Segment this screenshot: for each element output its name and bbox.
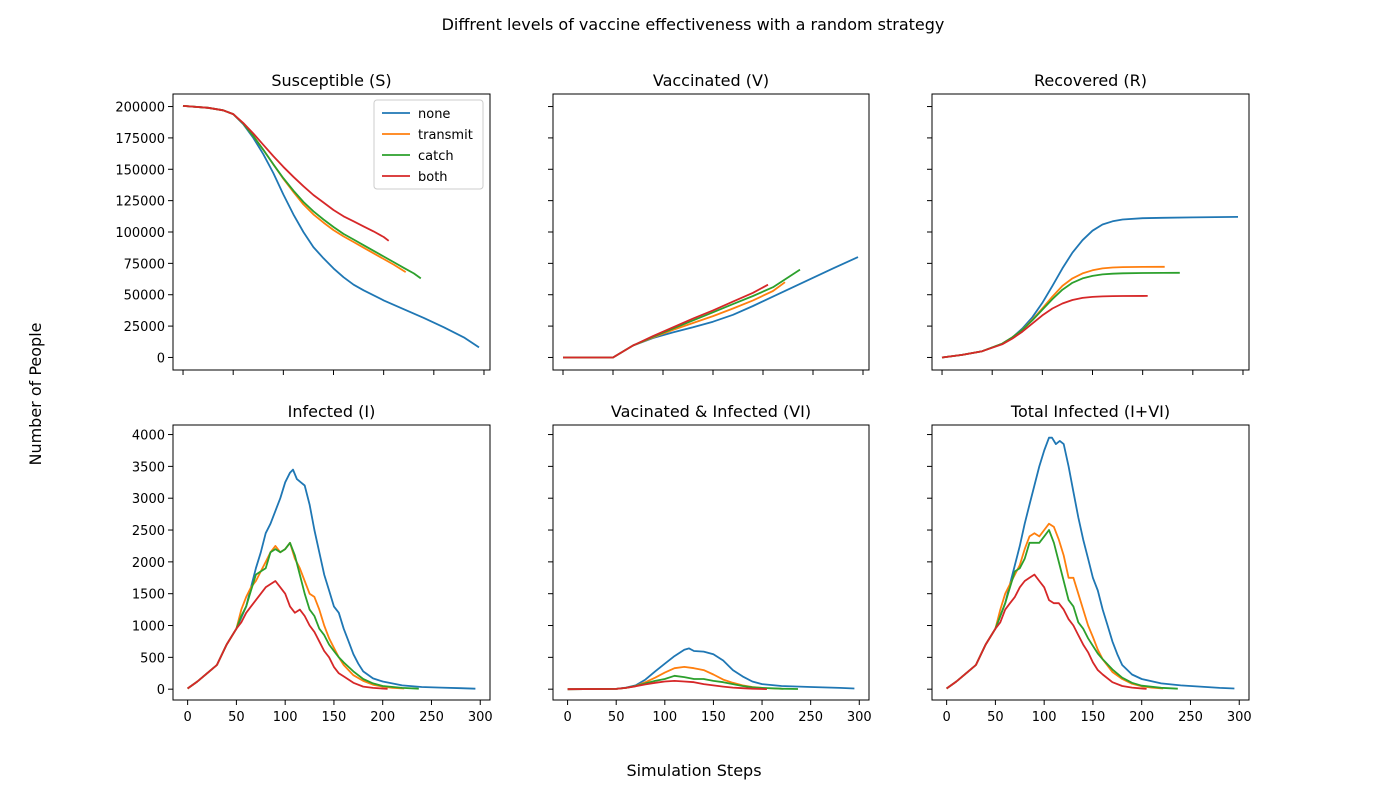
subplot-title: Vacinated & Infected (VI): [611, 402, 811, 421]
subplot-title: Susceptible (S): [271, 71, 391, 90]
subplot-title: Recovered (R): [1034, 71, 1147, 90]
legend-label-none: none: [418, 107, 450, 122]
x-tick-label: 300: [468, 710, 493, 725]
axes-frame: [931, 93, 1250, 371]
y-tick-label: 25000: [124, 320, 165, 335]
x-tick-label: 200: [1129, 710, 1154, 725]
x-tick-label: 100: [652, 710, 677, 725]
y-tick-label: 125000: [115, 195, 165, 210]
y-tick-label: 150000: [115, 163, 165, 178]
x-tick-label: 50: [608, 710, 625, 725]
axes-frame: [172, 424, 491, 701]
x-tick-label: 50: [228, 710, 245, 725]
x-tick-label: 100: [273, 710, 298, 725]
y-tick-label: 3000: [132, 492, 165, 507]
y-tick-label: 0: [157, 683, 165, 698]
subplot-top-right: Recovered (R): [927, 71, 1250, 375]
axes-frame: [552, 424, 870, 701]
y-tick-label: 2000: [132, 556, 165, 571]
figure-xlabel: Simulation Steps: [626, 761, 761, 780]
y-tick-label: 175000: [115, 132, 165, 147]
x-tick-label: 250: [1178, 710, 1203, 725]
y-tick-label: 3500: [132, 460, 165, 475]
y-tick-label: 75000: [124, 257, 165, 272]
subplot-title: Vaccinated (V): [653, 71, 769, 90]
x-tick-label: 200: [750, 710, 775, 725]
subplot-bottom-middle: Vacinated & Infected (VI) 0 50 100 150 200 250…: [548, 402, 872, 725]
subplot-title: Total Infected (I+VI): [1010, 402, 1170, 421]
x-tick-label: 150: [1081, 710, 1106, 725]
x-tick-label: 150: [701, 710, 726, 725]
figure-ylabel: Number of People: [26, 322, 45, 465]
subplot-title: Infected (I): [288, 402, 376, 421]
legend-label-transmit: transmit: [418, 128, 473, 143]
x-tick-label: 250: [798, 710, 823, 725]
subplot-top-left: Susceptible (S) 0 25000 50000 75000 100000 125…: [115, 71, 491, 375]
y-tick-label: 0: [157, 351, 165, 366]
y-tick-label: 1500: [132, 588, 165, 603]
axes-frame: [552, 93, 870, 371]
subplot-bottom-left: Infected (I)0 50 100 150 200 250 3000500100015…: [132, 402, 493, 725]
y-tick-label: 100000: [115, 226, 165, 241]
series-line-both: [563, 283, 769, 359]
x-tick-label: 300: [1227, 710, 1252, 725]
x-tick-label: 0: [563, 710, 571, 725]
series-line-both: [946, 573, 1147, 690]
x-tick-label: 300: [847, 710, 872, 725]
series-line-both: [941, 295, 1148, 359]
legend-box: [373, 99, 484, 190]
y-tick-label: 50000: [124, 289, 165, 304]
legend-label-catch: catch: [418, 149, 454, 164]
legend-label-both: both: [418, 170, 448, 185]
series-line-transmit: [946, 522, 1164, 690]
series-line-both: [187, 580, 388, 690]
subplot-bottom-right: Total Infected (I+VI) 0 50 100 150 200 250 300: [927, 402, 1252, 725]
x-tick-label: 200: [370, 710, 395, 725]
y-tick-label: 2500: [132, 524, 165, 539]
figure-suptitle: Diffrent levels of vaccine effectiveness…: [442, 15, 945, 34]
y-tick-label: 1000: [132, 620, 165, 635]
subplot-top-middle: Vaccinated (V): [548, 71, 870, 375]
x-tick-label: 0: [942, 710, 950, 725]
x-tick-label: 150: [322, 710, 347, 725]
series-line-catch: [946, 529, 1178, 690]
legend: none transmit catch both: [373, 99, 484, 190]
x-tick-label: 100: [1032, 710, 1057, 725]
series-line-both: [182, 105, 390, 242]
axes-frame: [931, 424, 1250, 701]
x-tick-label: 250: [419, 710, 444, 725]
y-tick-label: 200000: [115, 101, 165, 116]
series-line-catch: [187, 541, 419, 690]
series-line-none: [567, 647, 855, 691]
x-tick-label: 0: [183, 710, 191, 725]
series-line-both: [567, 680, 767, 691]
axes-frame: [172, 93, 491, 371]
x-tick-label: 50: [987, 710, 1004, 725]
y-tick-label: 4000: [132, 429, 165, 444]
y-tick-label: 500: [140, 651, 165, 666]
subplot-grid: Susceptible (S)0250005000075000100000125…: [115, 71, 1251, 725]
